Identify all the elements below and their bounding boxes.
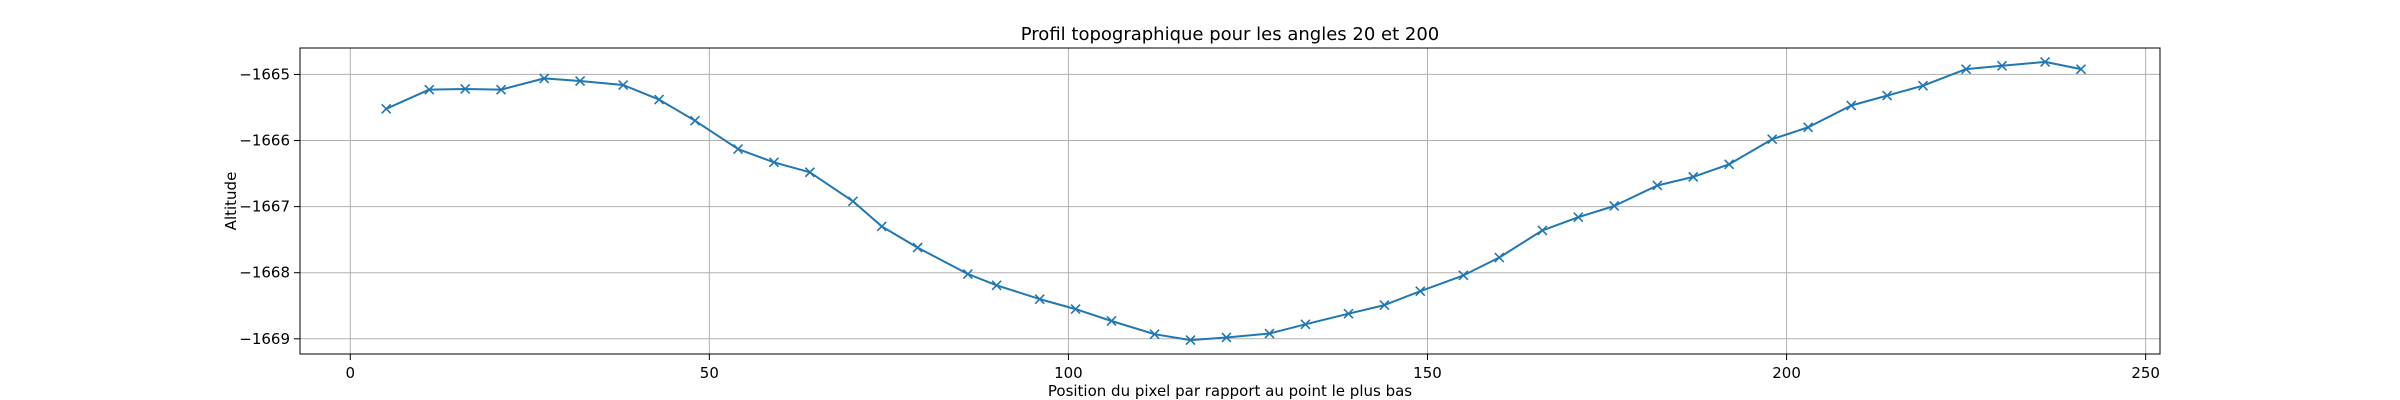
data-point-marker xyxy=(1070,303,1081,315)
data-point-marker xyxy=(1379,300,1390,311)
y-tick-label: −1667 xyxy=(239,198,290,216)
x-tick-label: 0 xyxy=(345,364,355,382)
data-point-marker xyxy=(2040,56,2051,67)
x-tick-label: 250 xyxy=(2131,364,2160,382)
data-point-marker xyxy=(424,84,435,95)
data-point-marker xyxy=(1609,200,1620,212)
data-point-marker xyxy=(618,79,629,91)
data-point-marker xyxy=(1767,134,1778,145)
data-point-marker xyxy=(1652,180,1663,191)
data-point-marker xyxy=(1415,286,1426,297)
data-point-marker xyxy=(876,221,887,232)
plot-area-frame xyxy=(299,47,2161,355)
data-point-marker xyxy=(1846,100,1857,111)
y-tick-label: −1665 xyxy=(239,65,290,83)
chart-title: Profil topographique pour les angles 20 … xyxy=(1021,24,1439,45)
data-point-marker xyxy=(1724,159,1735,170)
data-point-marker xyxy=(768,157,780,168)
data-point-marker xyxy=(847,196,859,207)
data-point-marker xyxy=(1688,171,1699,182)
data-point-marker xyxy=(962,268,973,280)
x-tick-label: 200 xyxy=(1772,364,1801,382)
data-point-marker xyxy=(1034,294,1045,305)
data-point-marker xyxy=(733,144,744,155)
data-point-marker xyxy=(1494,252,1505,263)
data-point-marker xyxy=(1106,315,1117,327)
data-point-marker xyxy=(539,73,550,84)
x-tick-label: 150 xyxy=(1413,364,1442,382)
y-tick-label: −1666 xyxy=(239,132,290,150)
x-axis-title: Position du pixel par rapport au point l… xyxy=(1048,382,1412,400)
data-point-marker xyxy=(991,280,1002,291)
data-series xyxy=(381,56,2087,346)
data-point-marker xyxy=(1537,225,1548,236)
data-point-marker xyxy=(1221,332,1232,343)
data-point-marker xyxy=(1264,328,1275,339)
y-axis-title: Altitude xyxy=(222,172,240,231)
data-point-marker xyxy=(1882,90,1893,101)
data-point-marker xyxy=(2075,64,2087,75)
data-point-marker xyxy=(1961,64,1972,75)
data-point-marker xyxy=(1996,60,2008,71)
data-point-marker xyxy=(1343,308,1354,319)
axis-ticks: 0 50 100 150 200 250 −1665 −1666 −1667 −1668 −1669 xyxy=(239,65,2160,382)
data-point-marker xyxy=(460,83,471,95)
data-point-marker xyxy=(1803,122,1814,133)
data-point-marker xyxy=(1185,335,1196,346)
y-tick-label: −1668 xyxy=(239,264,290,282)
data-point-marker xyxy=(496,84,507,95)
data-point-marker xyxy=(654,94,665,105)
x-tick-label: 50 xyxy=(700,364,719,382)
data-point-marker xyxy=(689,115,701,126)
data-point-marker xyxy=(1458,270,1469,281)
y-tick-label: −1669 xyxy=(239,330,290,348)
data-point-marker xyxy=(912,242,923,253)
data-point-marker xyxy=(575,75,586,87)
data-point-marker xyxy=(1573,212,1584,223)
data-point-marker xyxy=(804,167,815,178)
data-point-marker xyxy=(1149,329,1160,340)
data-point-marker xyxy=(1300,319,1311,330)
grid xyxy=(300,48,2160,354)
data-point-marker xyxy=(381,103,392,114)
x-tick-label: 100 xyxy=(1054,364,1083,382)
data-point-marker xyxy=(1917,80,1929,91)
